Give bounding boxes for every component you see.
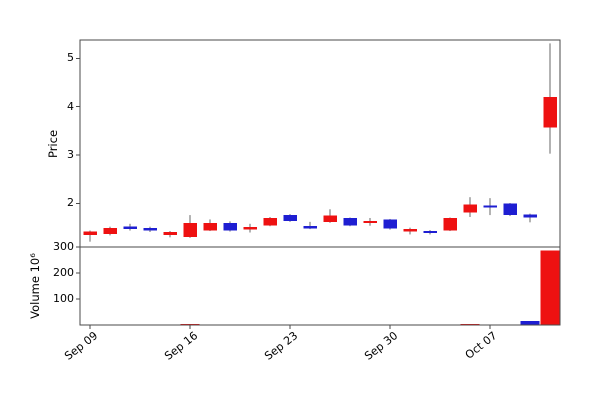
candle-body bbox=[283, 214, 297, 222]
candle-body bbox=[403, 228, 417, 232]
price-tick-label: 4 bbox=[67, 99, 74, 113]
candle-body bbox=[143, 227, 157, 231]
volume-panel-frame bbox=[79, 246, 561, 326]
candle-body bbox=[203, 223, 217, 231]
candle-body bbox=[463, 204, 477, 213]
candle-body bbox=[303, 225, 317, 229]
candle-body bbox=[343, 218, 357, 226]
candle-body bbox=[163, 231, 177, 236]
volume-bar bbox=[540, 250, 560, 325]
candle-body bbox=[103, 227, 117, 235]
candle-body bbox=[263, 218, 277, 226]
candle-body bbox=[183, 223, 197, 238]
volume-tick-label: 200 bbox=[53, 266, 74, 279]
price-tick-label: 2 bbox=[67, 196, 74, 210]
candle-body bbox=[83, 231, 97, 236]
candle-body bbox=[483, 205, 497, 208]
price-tick-label: 3 bbox=[67, 148, 74, 162]
candle-body bbox=[423, 230, 437, 233]
price-tick-label: 5 bbox=[67, 51, 74, 65]
candle-body bbox=[363, 221, 377, 224]
candle-body bbox=[443, 218, 457, 231]
volume-bar bbox=[520, 320, 540, 325]
candle-body bbox=[543, 96, 557, 128]
volume-tick-label: 100 bbox=[53, 292, 74, 305]
candle-body bbox=[383, 219, 397, 229]
volume-tick-label: 300 bbox=[53, 240, 74, 253]
candle-body bbox=[123, 226, 137, 229]
candle-body bbox=[503, 203, 517, 215]
candle-body bbox=[243, 226, 257, 230]
price-panel-frame bbox=[79, 39, 561, 248]
candle-body bbox=[323, 215, 337, 223]
candle-body bbox=[523, 214, 537, 218]
candle-body bbox=[223, 223, 237, 231]
